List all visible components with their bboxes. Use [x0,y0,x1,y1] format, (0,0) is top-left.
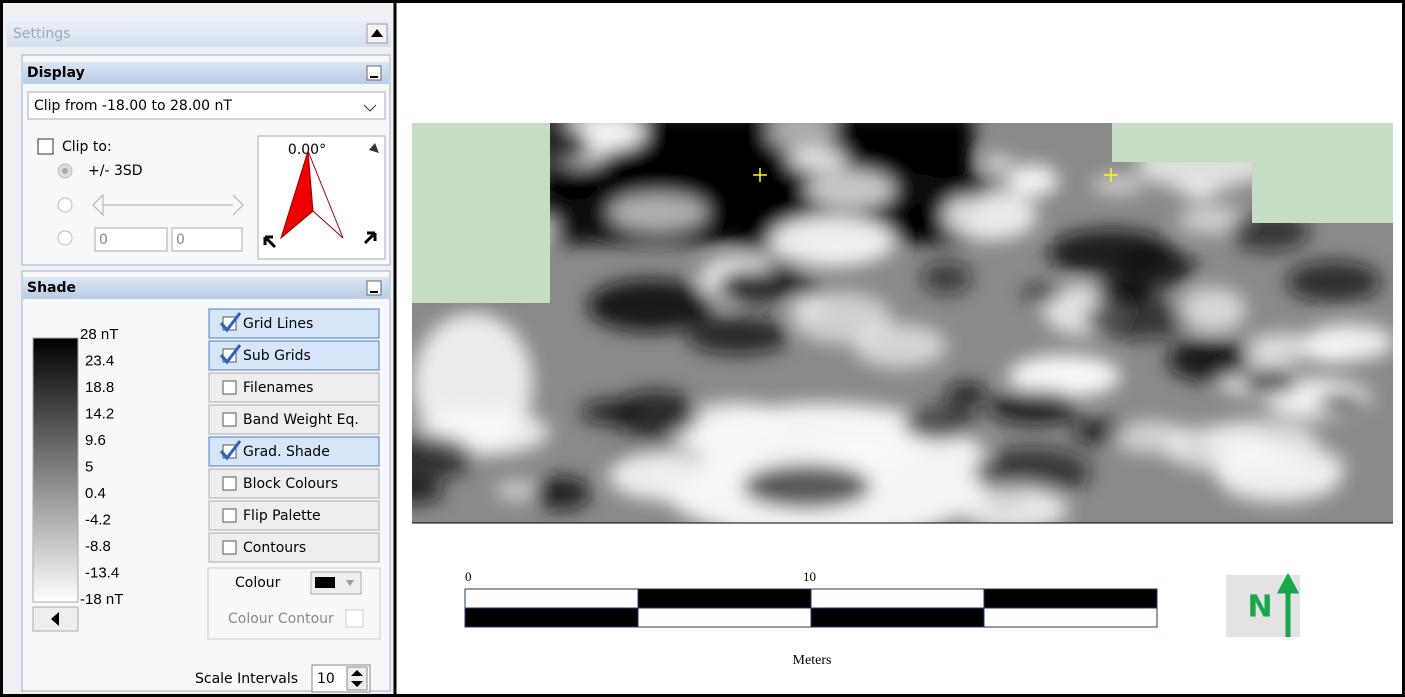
screen: Settings Display Clip from -18.00 to 28.… [3,3,1402,694]
scale-segment [984,589,1157,608]
dark-anomaly [1241,366,1299,395]
scale-intervals-label: Scale Intervals [195,671,298,687]
clip-to-label: Clip to: [62,139,112,155]
legend-label: 28 nT [80,326,118,343]
light-anomaly [984,155,1012,171]
option-checkbox [223,381,236,394]
clip-to-checkbox[interactable] [38,139,53,154]
dark-anomaly [988,390,1082,425]
dark-anomaly [1084,298,1194,339]
legend-label: 23.4 [85,352,114,369]
dark-anomaly [1167,338,1250,381]
light-anomaly [767,111,836,152]
scale-label: 10 [803,569,816,584]
max-input-text: 0 [176,232,185,248]
light-anomaly [683,402,788,446]
option-label: Block Colours [243,476,338,492]
legend-label: 0.4 [85,485,106,502]
scale-unit: Meters [793,653,832,668]
light-anomaly [792,297,825,315]
dark-anomaly [921,261,972,294]
option-checkbox [223,541,236,554]
light-anomaly [770,216,895,267]
min-input-text: 0 [99,232,108,248]
legend-label: -8.8 [85,538,111,555]
sd-radio-dot [62,168,68,174]
dark-anomaly [1317,393,1365,414]
colour-swatch [315,577,335,588]
dark-anomaly [686,317,790,355]
legend-label: -18 nT [80,591,123,608]
scale-bar: 0 10 [465,569,1157,627]
dark-anomaly [1047,229,1173,277]
light-anomaly [960,487,1068,531]
dark-anomaly [871,206,896,222]
shade-title: Shade [27,280,76,296]
option-label: Filenames [243,380,313,396]
option-label: Flip Palette [243,508,321,524]
scale-label: 0 [465,569,472,584]
light-anomaly [1006,165,1058,197]
north-label: N [1247,590,1272,625]
light-anomaly [806,169,895,209]
legend-label: 9.6 [85,432,106,449]
colour-label: Colour [235,575,281,591]
scale-intervals-value: 10 [317,671,335,687]
scale-segment [811,589,984,608]
scale-segment [465,589,638,608]
option-label: Grad. Shade [243,444,330,460]
option-label: Band Weight Eq. [243,412,359,428]
light-anomaly [1303,337,1362,363]
light-anomaly [1180,183,1219,200]
option-label: Sub Grids [243,348,311,364]
light-anomaly [1092,175,1145,194]
light-anomaly [742,250,777,272]
scale-segment [465,608,638,627]
scale-segment [984,608,1157,627]
option-label: Contours [243,540,306,556]
display-title: Display [27,65,85,81]
light-anomaly [819,425,922,468]
slider-radio[interactable] [58,198,72,212]
legend-label: 14.2 [85,405,114,422]
legend-label: -4.2 [85,511,111,528]
app-window: Settings Display Clip from -18.00 to 28.… [0,0,1405,697]
legend-label: 5 [85,458,93,475]
option-checkbox [223,509,236,522]
range-radio[interactable] [58,231,72,245]
light-anomaly [1238,437,1284,459]
option-checkbox [223,477,236,490]
colour-contour-label: Colour Contour [228,611,334,627]
dark-anomaly [1286,261,1381,303]
legend-label: -13.4 [85,564,119,581]
light-anomaly [1112,420,1192,453]
light-anomaly [943,191,1037,240]
sd-label: +/- 3SD [88,163,143,179]
scale-segment [638,608,811,627]
option-checkbox [223,413,236,426]
dark-anomaly [716,269,791,302]
clip-dropdown-text: Clip from -18.00 to 28.00 nT [34,98,232,114]
dark-anomaly [888,174,946,204]
dark-anomaly [742,464,871,509]
dark-anomaly [1023,286,1061,301]
dark-anomaly [903,406,976,440]
contour-colour-box[interactable] [346,610,363,627]
light-anomaly [609,452,712,500]
dark-anomaly [581,399,641,424]
light-anomaly [609,193,708,231]
option-label: Grid Lines [243,316,313,332]
dark-anomaly [951,177,993,199]
dark-anomaly [532,476,591,510]
shade-ramp [33,338,78,602]
scale-segment [811,608,984,627]
light-anomaly [1179,287,1246,332]
settings-title: Settings [13,26,70,42]
shade-header [23,277,389,299]
dark-anomaly [945,383,987,407]
legend-label: 18.8 [85,379,114,396]
scale-segment [638,589,811,608]
dark-anomaly [587,279,714,332]
